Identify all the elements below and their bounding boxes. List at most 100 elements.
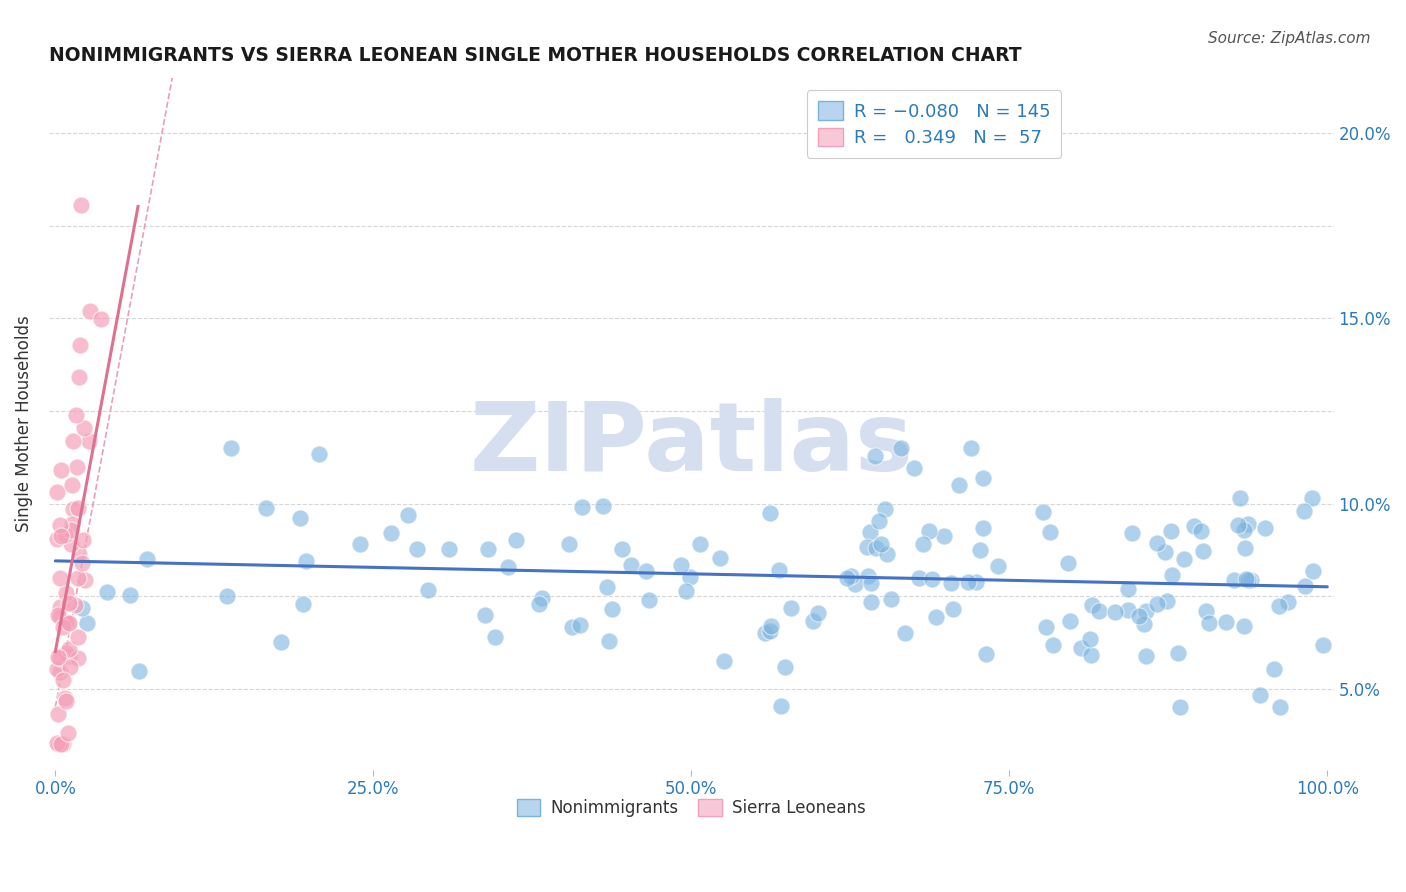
- Point: [856, 569, 879, 583]
- Point: [598, 634, 620, 648]
- Point: [870, 536, 893, 550]
- Point: [678, 570, 700, 584]
- Point: [405, 542, 427, 557]
- Point: [974, 647, 997, 661]
- Point: [859, 525, 882, 540]
- Point: [1132, 617, 1154, 632]
- Point: [948, 477, 970, 491]
- Point: [1173, 552, 1195, 566]
- Point: [1032, 505, 1054, 519]
- Point: [669, 558, 692, 572]
- Point: [52, 737, 75, 751]
- Point: [689, 537, 711, 551]
- Point: [73, 421, 96, 435]
- Point: [60, 478, 83, 492]
- Point: [416, 583, 439, 598]
- Point: [70, 556, 93, 570]
- Point: [903, 460, 925, 475]
- Point: [1104, 605, 1126, 619]
- Point: [972, 471, 994, 485]
- Point: [1059, 614, 1081, 628]
- Point: [1146, 597, 1168, 611]
- Y-axis label: Single Mother Households: Single Mother Households: [15, 316, 32, 533]
- Point: [66, 571, 89, 585]
- Point: [859, 575, 882, 590]
- Point: [619, 558, 641, 572]
- Point: [709, 551, 731, 566]
- Point: [634, 564, 657, 578]
- Point: [959, 441, 981, 455]
- Point: [1268, 700, 1291, 714]
- Point: [46, 706, 69, 721]
- Point: [1239, 573, 1261, 587]
- Point: [1233, 541, 1256, 556]
- Point: [675, 584, 697, 599]
- Point: [1135, 649, 1157, 664]
- Point: [58, 596, 80, 610]
- Point: [907, 571, 929, 585]
- Point: [876, 547, 898, 561]
- Point: [1035, 619, 1057, 633]
- Point: [969, 543, 991, 558]
- Point: [569, 618, 592, 632]
- Point: [56, 725, 79, 739]
- Point: [59, 536, 82, 550]
- Point: [1277, 595, 1299, 609]
- Point: [1160, 524, 1182, 538]
- Point: [1156, 594, 1178, 608]
- Point: [1267, 599, 1289, 613]
- Point: [530, 591, 553, 606]
- Point: [1078, 632, 1101, 647]
- Point: [768, 563, 790, 577]
- Point: [1301, 491, 1323, 506]
- Point: [775, 660, 797, 674]
- Point: [1160, 568, 1182, 582]
- Point: [1198, 615, 1220, 630]
- Point: [270, 635, 292, 649]
- Point: [52, 620, 75, 634]
- Point: [79, 304, 101, 318]
- Point: [396, 508, 419, 523]
- Point: [48, 737, 70, 751]
- Point: [754, 625, 776, 640]
- Point: [600, 602, 623, 616]
- Point: [58, 641, 80, 656]
- Point: [52, 673, 75, 687]
- Point: [965, 575, 987, 590]
- Point: [571, 500, 593, 514]
- Point: [637, 592, 659, 607]
- Point: [1039, 524, 1062, 539]
- Point: [1237, 517, 1260, 532]
- Point: [69, 338, 91, 352]
- Point: [1227, 517, 1250, 532]
- Point: [1182, 519, 1205, 533]
- Point: [839, 569, 862, 583]
- Point: [63, 598, 86, 612]
- Point: [46, 736, 69, 750]
- Point: [72, 533, 94, 548]
- Point: [60, 524, 83, 538]
- Point: [58, 649, 80, 664]
- Point: [921, 572, 943, 586]
- Point: [96, 585, 118, 599]
- Point: [67, 547, 90, 561]
- Point: [761, 619, 783, 633]
- Point: [1153, 545, 1175, 559]
- Point: [987, 559, 1010, 574]
- Point: [49, 529, 72, 543]
- Point: [1116, 603, 1139, 617]
- Point: [496, 559, 519, 574]
- Point: [1223, 574, 1246, 588]
- Point: [868, 514, 890, 528]
- Point: [837, 571, 859, 585]
- Text: NONIMMIGRANTS VS SIERRA LEONEAN SINGLE MOTHER HOUSEHOLDS CORRELATION CHART: NONIMMIGRANTS VS SIERRA LEONEAN SINGLE M…: [49, 46, 1022, 65]
- Point: [135, 552, 157, 566]
- Point: [349, 536, 371, 550]
- Point: [912, 536, 935, 550]
- Point: [49, 600, 72, 615]
- Point: [865, 541, 887, 556]
- Point: [1081, 598, 1104, 612]
- Point: [67, 630, 90, 644]
- Point: [1135, 604, 1157, 618]
- Point: [873, 501, 896, 516]
